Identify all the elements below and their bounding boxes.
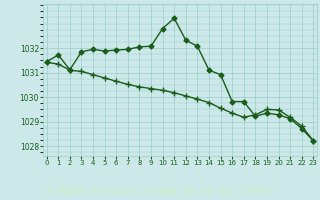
Text: Graphe pression niveau de la mer (hPa): Graphe pression niveau de la mer (hPa) (48, 186, 272, 196)
